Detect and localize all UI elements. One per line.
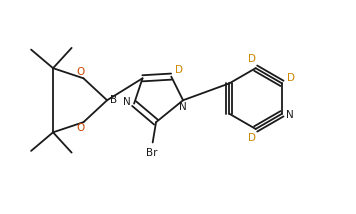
Text: D: D — [287, 73, 295, 83]
Text: O: O — [76, 67, 84, 77]
Text: O: O — [76, 123, 84, 133]
Text: N: N — [124, 97, 131, 107]
Text: D: D — [248, 54, 256, 64]
Text: Br: Br — [146, 148, 158, 158]
Text: B: B — [110, 95, 117, 105]
Text: D: D — [175, 65, 183, 75]
Text: N: N — [179, 102, 187, 112]
Text: N: N — [286, 110, 293, 120]
Text: D: D — [248, 133, 256, 143]
